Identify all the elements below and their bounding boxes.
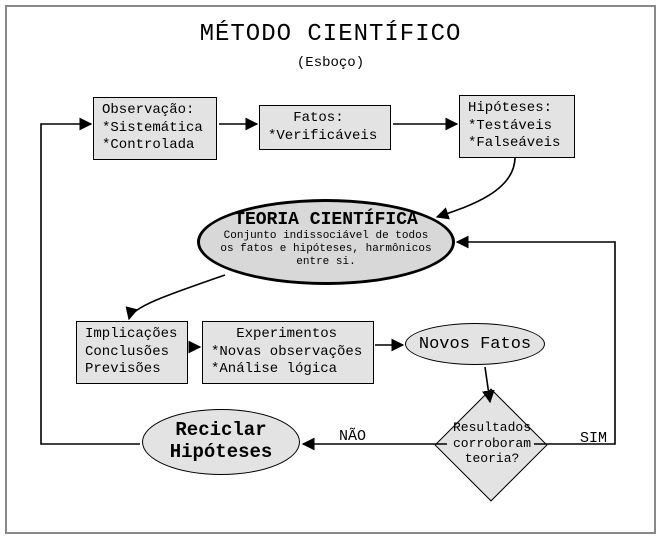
- decisao-text: Resultados corroboram teoria?: [439, 420, 545, 467]
- teoria-title: TEORIA CIENTÍFICA: [214, 210, 438, 230]
- teoria-body: Conjunto indissociável de todos os fatos…: [214, 230, 438, 270]
- node-implicacoes: Implicações Conclusões Previsões: [76, 321, 188, 384]
- node-text: Hipóteses: *Testáveis *Falseáveis: [468, 100, 560, 151]
- label-nao: NÃO: [339, 428, 366, 445]
- diagram-frame: MÉTODO CIENTÍFICO (Esboço) Observação: *…: [5, 5, 656, 534]
- node-text: Implicações Conclusões Previsões: [85, 326, 177, 377]
- node-hipoteses: Hipóteses: *Testáveis *Falseáveis: [459, 95, 575, 158]
- node-text: Fatos: *Verificáveis: [268, 110, 377, 144]
- node-novos-fatos: Novos Fatos: [405, 323, 545, 365]
- node-teoria: TEORIA CIENTÍFICA Conjunto indissociável…: [197, 199, 455, 285]
- label-sim: SIM: [580, 430, 607, 447]
- node-text: Observação: *Sistemática *Controlada: [102, 102, 203, 153]
- node-observacao: Observação: *Sistemática *Controlada: [93, 97, 217, 160]
- node-fatos: Fatos: *Verificáveis: [259, 105, 391, 150]
- node-text: Reciclar Hipóteses: [143, 420, 299, 464]
- node-reciclar: Reciclar Hipóteses: [142, 409, 300, 475]
- node-text: Novos Fatos: [419, 335, 531, 354]
- node-experimentos: Experimentos *Novas observações *Análise…: [202, 321, 374, 384]
- diagram-subtitle: (Esboço): [7, 55, 654, 71]
- diagram-title: MÉTODO CIENTÍFICO: [7, 21, 654, 48]
- node-text: Experimentos *Novas observações *Análise…: [211, 326, 362, 377]
